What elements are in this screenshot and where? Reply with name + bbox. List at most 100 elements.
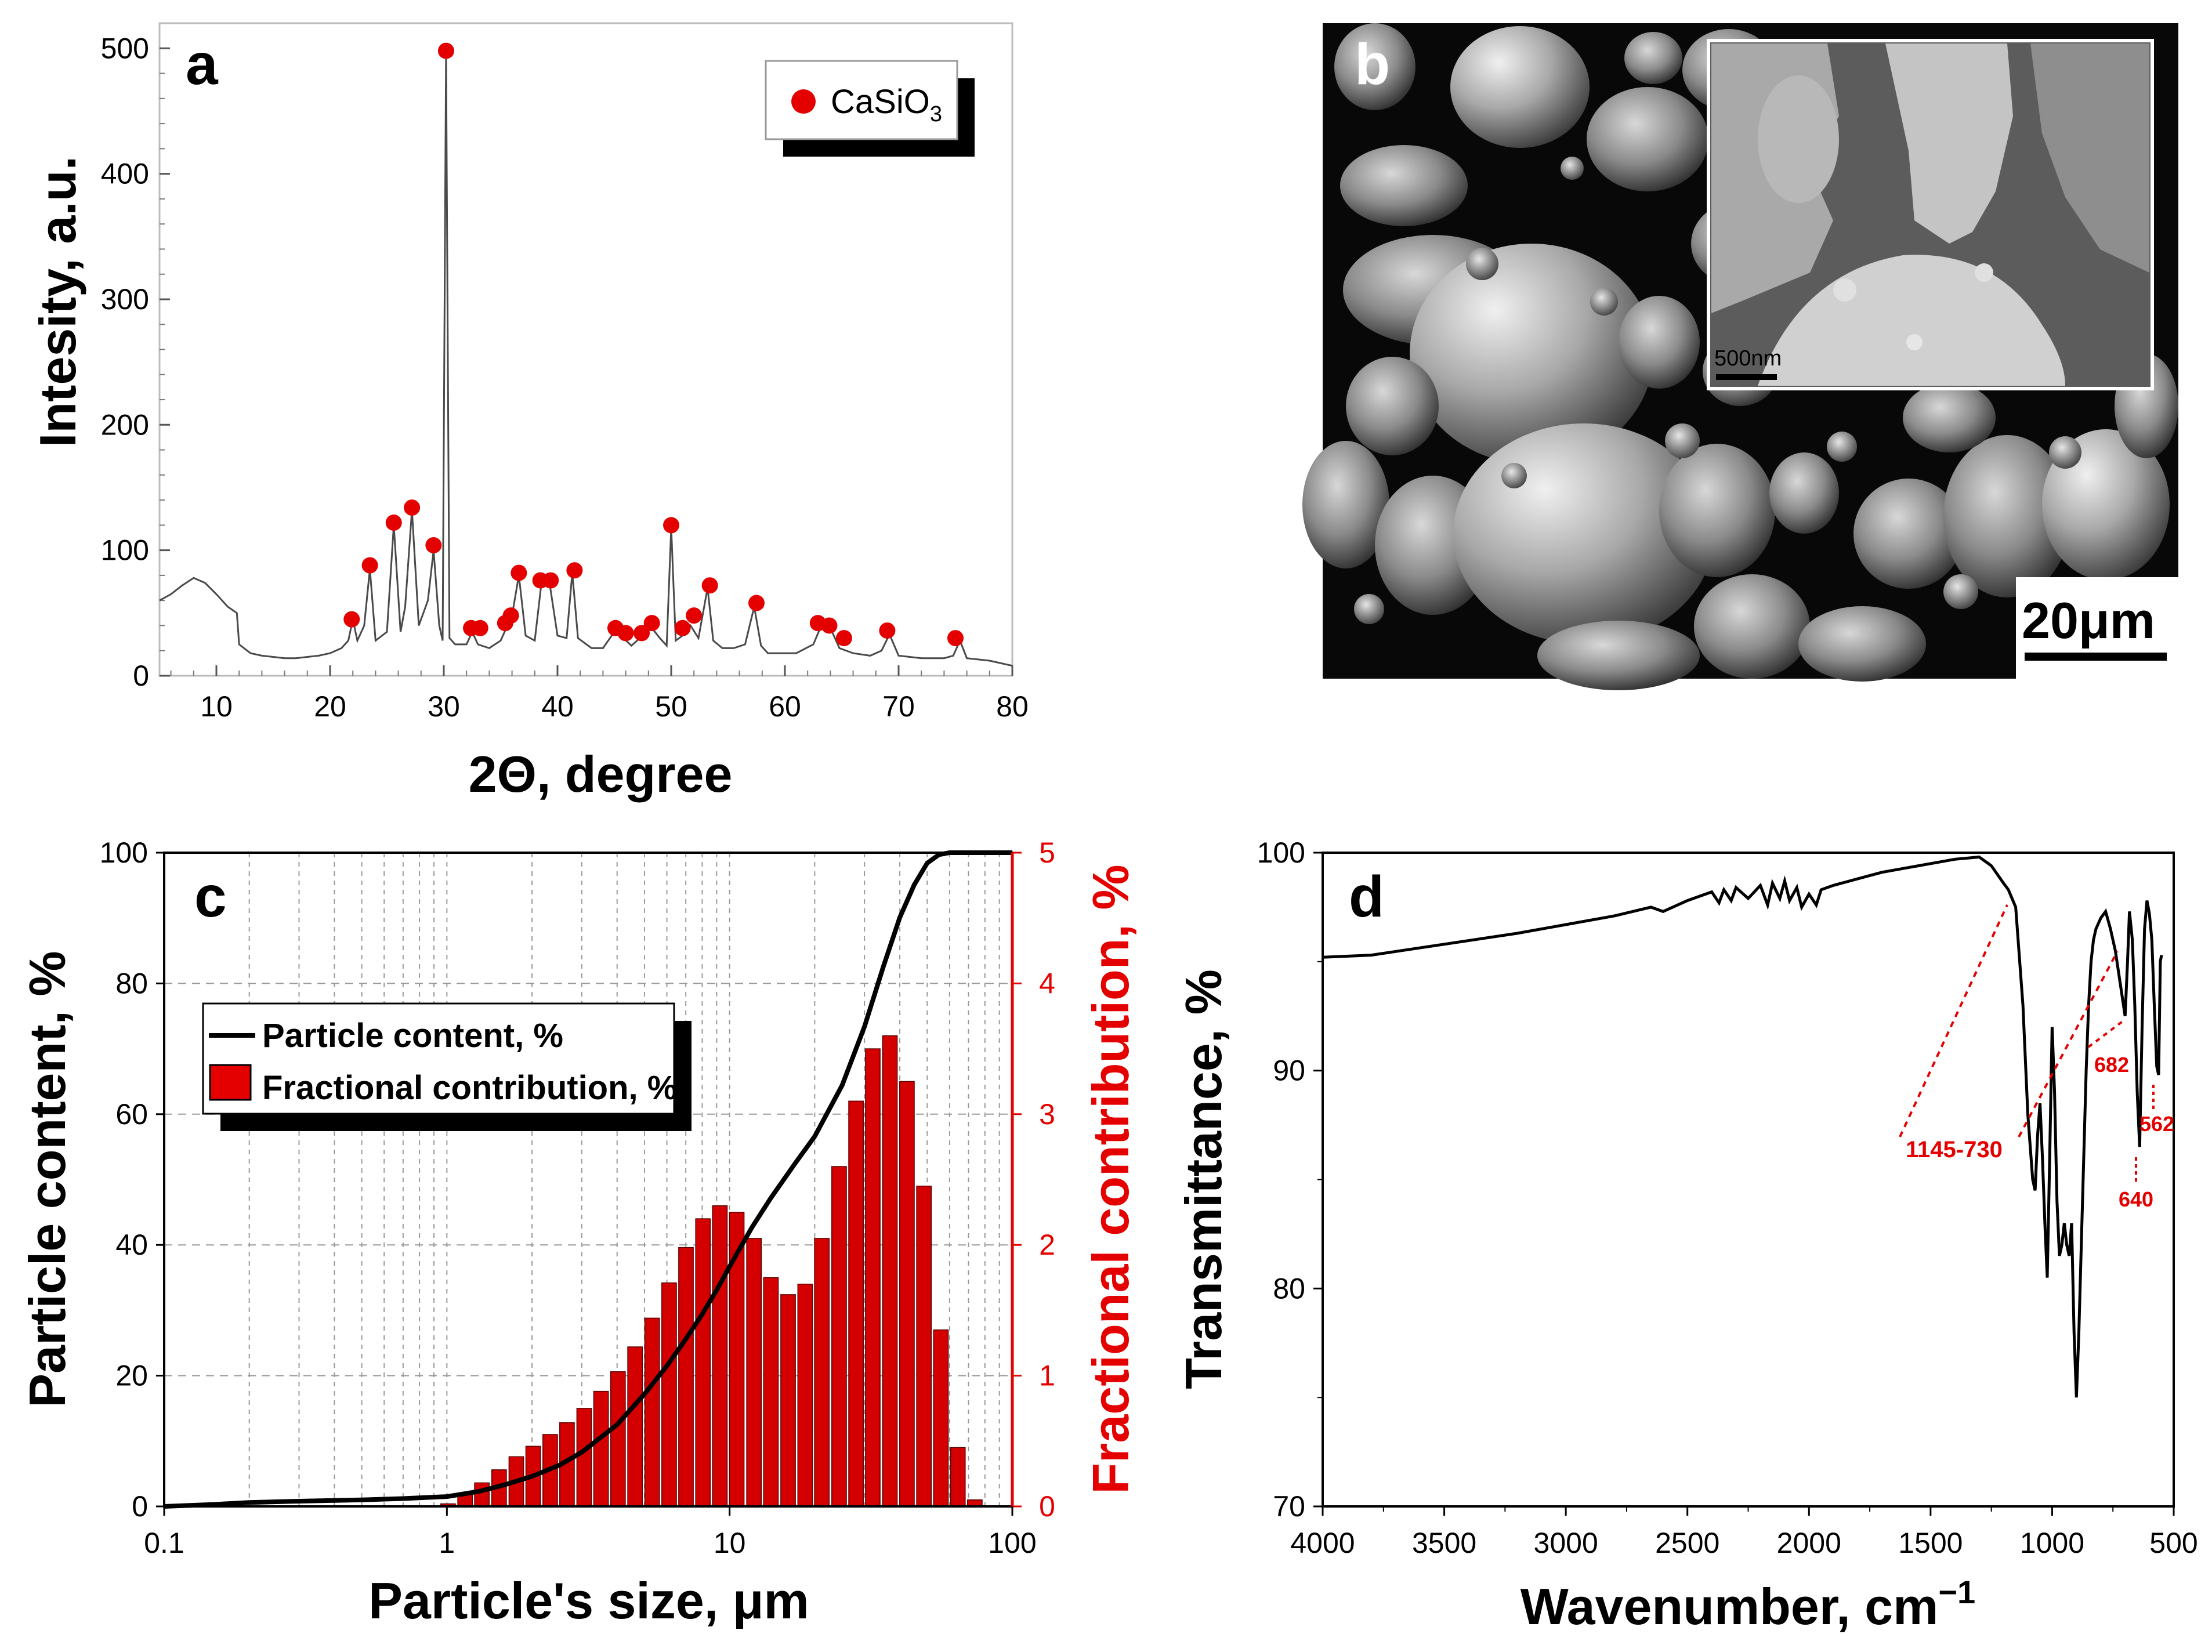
sem-particle: [1798, 606, 1926, 682]
peak-marker: [947, 630, 964, 647]
x-tick-label: 500: [2149, 1527, 2197, 1559]
annotation-640: 640: [2119, 1187, 2153, 1211]
y2-axis-ticks: 0 1 2 3 4 5: [1012, 836, 1055, 1523]
y-axis-label: Transmittance, %: [1175, 969, 1232, 1389]
panel-letter-b: b: [1355, 32, 1390, 97]
legend-label: CaSiO3: [831, 83, 942, 126]
peak-marker: [674, 620, 691, 636]
y-tick-label: 400: [101, 158, 149, 190]
peak-marker: [472, 620, 488, 636]
fraction-bar: [576, 1408, 592, 1507]
fraction-bar: [950, 1447, 966, 1507]
inset-sphere: [1906, 334, 1923, 350]
x-axis-label-text: Wavenumber, cm: [1520, 1578, 1939, 1635]
fraction-bar: [661, 1282, 677, 1507]
y-tick-label: 100: [101, 534, 149, 567]
y2-axis-label: Fractional contribution, %: [1082, 864, 1139, 1494]
inset-scale-bar: [1716, 374, 1777, 380]
fraction-bar: [695, 1218, 711, 1507]
fraction-bar: [831, 1166, 847, 1507]
x-tick-label: 10: [714, 1527, 746, 1559]
sem-particle: [1769, 452, 1839, 534]
sem-particle: [1903, 383, 1996, 452]
x-tick-label: 60: [769, 690, 801, 723]
y-tick-label: 0: [132, 1490, 148, 1523]
sem-particle: [1450, 26, 1590, 148]
y-tick-label: 60: [115, 1098, 148, 1131]
y-axis-label: Particle content, %: [19, 951, 76, 1407]
x-tick-label: 80: [996, 690, 1029, 723]
panel-a-xrd: 0 100 200 300 400 500 10 20 30 40 50 60 70 80 a 2Θ, …: [29, 22, 1029, 803]
scale-bar-background: [2016, 577, 2178, 679]
inset-sphere: [1833, 278, 1856, 302]
x-axis-label-superscript: −1: [1938, 1574, 1975, 1610]
sem-sphere: [1466, 248, 1498, 280]
peak-marker: [821, 617, 838, 634]
y-tick-label: 80: [1273, 1272, 1305, 1305]
x-tick-label: 40: [541, 690, 574, 723]
x-tick-label: 100: [988, 1527, 1036, 1559]
x-tick-label: 1500: [1898, 1527, 1963, 1559]
sem-inset: 500nm: [1707, 39, 2154, 390]
y-axis-ticks: 70 80 90 100: [1257, 836, 1323, 1523]
fraction-bar: [882, 1035, 898, 1507]
fraction-bar: [814, 1238, 830, 1507]
legend: Particle content, % Fractional contribut…: [202, 1002, 692, 1131]
sem-particle: [1334, 23, 1415, 110]
sem-particle: [1340, 145, 1468, 226]
peak-marker: [542, 572, 559, 589]
inset-sphere: [1975, 263, 1993, 282]
sem-particle: [1302, 441, 1389, 568]
x-tick-label: 70: [882, 690, 915, 723]
x-tick-label: 10: [200, 690, 233, 723]
inset-structure: [1758, 75, 1839, 203]
fraction-bar: [712, 1205, 728, 1507]
y-axis-ticks: 0 20 40 60 80 100: [100, 836, 164, 1523]
peak-marker: [343, 611, 360, 628]
legend-label-text: CaSiO: [831, 83, 930, 121]
legend-label-subscript: 3: [930, 102, 942, 126]
y-tick-label: 20: [115, 1360, 148, 1392]
panel-letter-a: a: [186, 32, 219, 97]
y-tick-label: 100: [1257, 836, 1305, 869]
sem-particle: [1619, 296, 1700, 389]
x-axis-ticks: 4000 3500 3000 2500 2000 1500 1000 500: [1290, 1506, 2198, 1559]
legend-bar-swatch: [209, 1064, 252, 1101]
fraction-bar: [933, 1329, 949, 1507]
legend-line-label: Particle content, %: [262, 1017, 563, 1055]
y2-tick-label: 3: [1039, 1098, 1055, 1131]
peak-markers: [343, 42, 964, 647]
y-axis-ticks: 0 100 200 300 400 500: [101, 32, 170, 692]
x-tick-label: 4000: [1290, 1527, 1355, 1559]
sem-particle: [1537, 621, 1700, 690]
inset-scale-label: 500nm: [1714, 346, 1782, 371]
panel-letter-d: d: [1349, 864, 1384, 929]
peak-annotations: 1145-730 682 562 640: [1899, 904, 2174, 1211]
peak-marker: [643, 615, 660, 632]
fraction-bar: [678, 1247, 694, 1507]
x-tick-label: 3000: [1534, 1527, 1598, 1559]
fraction-bar: [610, 1371, 626, 1507]
peak-marker: [748, 595, 765, 611]
fraction-bar: [899, 1081, 915, 1507]
y-axis-label: Intesity, a.u.: [29, 156, 86, 447]
fraction-bar: [865, 1048, 881, 1507]
peak-marker: [511, 564, 527, 581]
sem-particle: [1624, 32, 1682, 84]
peak-marker: [566, 562, 583, 579]
xrd-line: [159, 55, 1013, 667]
peak-marker: [633, 625, 650, 642]
peak-marker: [502, 607, 519, 624]
annotation-562: 562: [2139, 1112, 2174, 1136]
sem-particle: [1346, 357, 1439, 455]
fraction-bar: [593, 1390, 609, 1507]
sem-sphere: [1590, 288, 1618, 316]
inset-structure: [2030, 44, 2149, 273]
legend: CaSiO3: [765, 60, 975, 157]
x-axis-ticks: 0.1 1 10 100: [144, 1506, 1037, 1559]
plot-frame: [1322, 852, 2175, 1508]
annotation-682: 682: [2094, 1053, 2129, 1077]
fraction-bar: [474, 1482, 490, 1507]
y-tick-label: 0: [133, 660, 149, 692]
